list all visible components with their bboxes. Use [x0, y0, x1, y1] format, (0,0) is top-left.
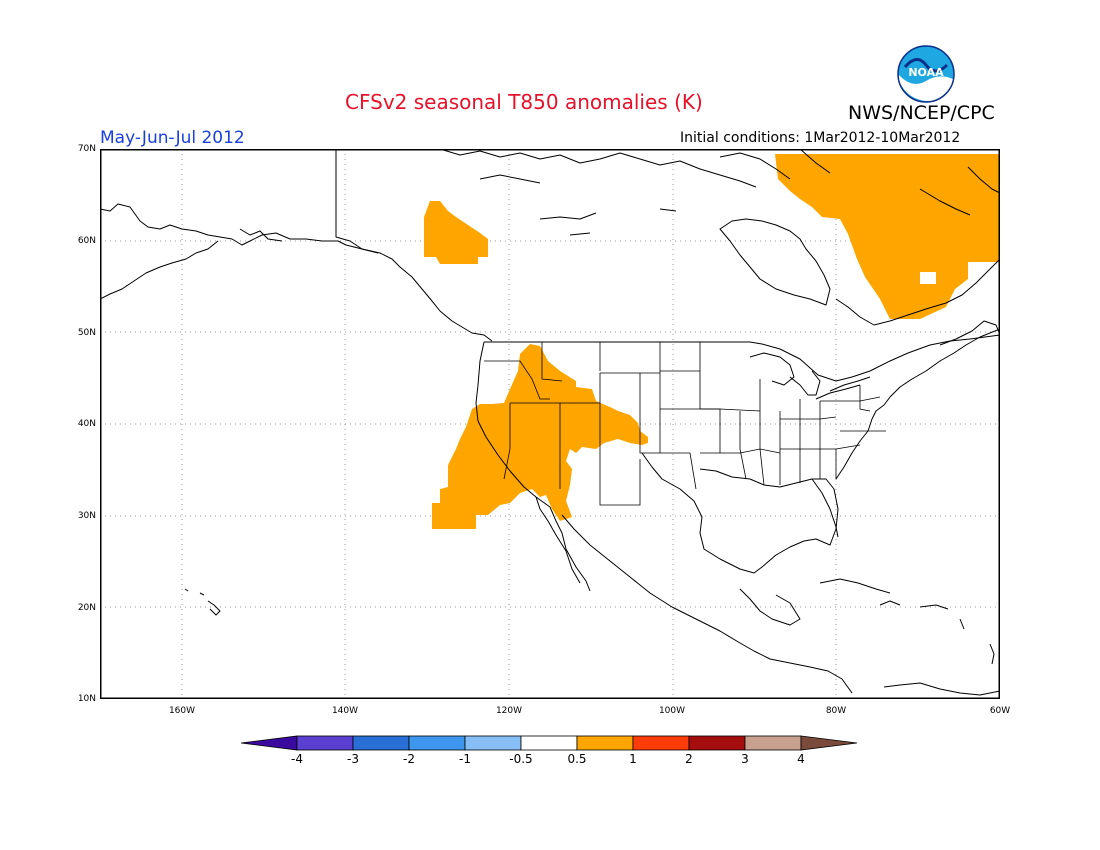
lat-label-50n: 50N	[77, 328, 96, 338]
colorbar-tick: 2	[685, 752, 693, 766]
map-title: CFSv2 seasonal T850 anomalies (K)	[345, 90, 703, 114]
lon-label-80w: 80W	[825, 706, 847, 716]
colorbar-tick: 1	[629, 752, 637, 766]
anomaly-map	[100, 149, 1000, 699]
colorbar-tick: 3	[741, 752, 749, 766]
lat-label-30n: 30N	[77, 511, 96, 521]
noaa-logo: NOAA	[897, 45, 955, 103]
colorbar-tick: -0.5	[509, 752, 533, 766]
colorbar-arrow-high	[800, 735, 858, 751]
lat-label-70n: 70N	[77, 144, 96, 154]
lon-label-140w: 140W	[331, 706, 359, 716]
colorbar-swatch	[296, 735, 354, 751]
colorbar-swatch	[744, 735, 802, 751]
lat-label-40n: 40N	[77, 419, 96, 429]
colorbar-swatch	[352, 735, 410, 751]
map-frame	[100, 149, 1000, 699]
colorbar-tick: 0.5	[567, 752, 587, 766]
colorbar-swatch	[520, 735, 578, 751]
anomaly-region-hudson-labrador	[775, 154, 1000, 319]
state-borders	[484, 342, 886, 506]
anomaly-gap	[920, 272, 936, 284]
colorbar	[240, 735, 858, 751]
lon-label-60w: 60W	[989, 706, 1011, 716]
agency-label: NWS/NCEP/CPC	[848, 102, 995, 124]
colorbar-tick: -3	[347, 752, 359, 766]
lat-label-60n: 60N	[77, 236, 96, 246]
colorbar-swatch	[464, 735, 522, 751]
anomaly-region-gulf-of-alaska	[424, 201, 488, 264]
colorbar-tick: -1	[459, 752, 471, 766]
colorbar-swatch	[688, 735, 746, 751]
anomaly-region-western-us	[432, 344, 648, 529]
lon-label-100w: 100W	[658, 706, 686, 716]
anomaly-regions	[424, 154, 1000, 529]
colorbar-swatch	[632, 735, 690, 751]
lat-label-10n: 10N	[77, 694, 96, 704]
colorbar-arrow-low	[240, 735, 298, 751]
logo-lettering: NOAA	[908, 66, 944, 79]
colorbar-tick: -2	[403, 752, 415, 766]
lon-label-160w: 160W	[168, 706, 196, 716]
lat-label-20n: 20N	[77, 603, 96, 613]
colorbar-swatch	[576, 735, 634, 751]
colorbar-swatch	[408, 735, 466, 751]
colorbar-tick: -4	[291, 752, 303, 766]
colorbar-tick: 4	[797, 752, 805, 766]
coastlines	[100, 149, 1000, 696]
lon-label-120w: 120W	[495, 706, 523, 716]
initial-conditions-label: Initial conditions: 1Mar2012-10Mar2012	[680, 130, 961, 146]
season-label: May-Jun-Jul 2012	[100, 128, 245, 148]
